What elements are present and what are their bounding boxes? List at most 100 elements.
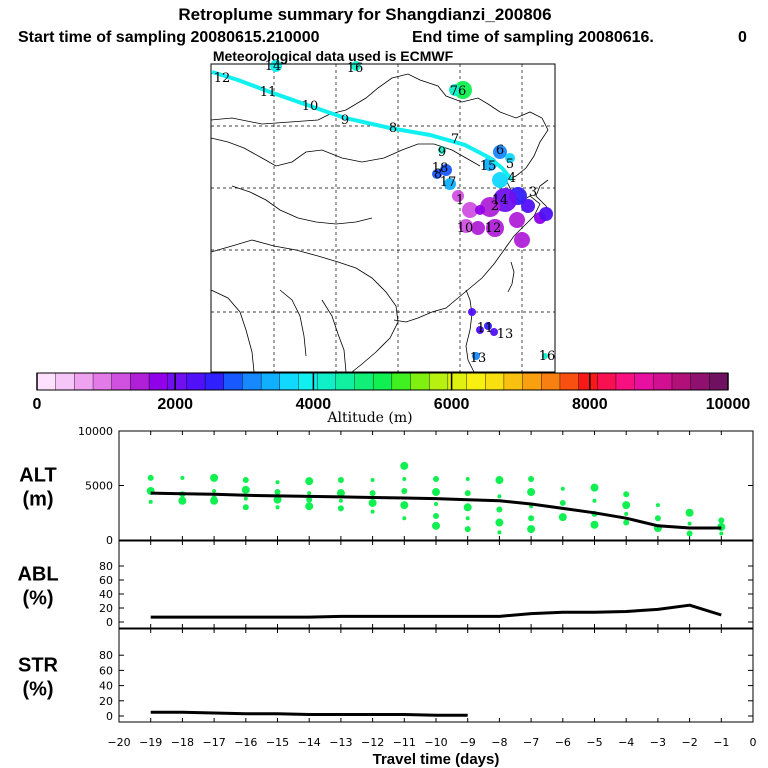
x-tick-label: −9: [460, 736, 476, 749]
y-tick-label: 60: [99, 574, 113, 587]
colorbar-segment: [559, 372, 580, 391]
colorbar-segment: [167, 372, 187, 391]
start-time-label: Start time of sampling 20080615.210000: [18, 29, 320, 46]
spread-dot: [623, 519, 630, 526]
spread-dot: [686, 530, 693, 537]
y-axis-unit: (%): [22, 588, 53, 610]
y-axis-label: ALT: [19, 465, 56, 487]
colorbar-segment: [242, 372, 262, 391]
plume-spot: [270, 60, 282, 72]
x-tick-label: −5: [586, 736, 602, 749]
x-tick-label: −11: [393, 736, 416, 749]
map-day-label: 13: [497, 327, 514, 342]
str-panel: 80 60 40 20 0 STR(%): [18, 628, 754, 723]
colorbar-segment: [335, 372, 355, 391]
y-tick-label: 60: [99, 664, 113, 677]
plume-spot: [486, 219, 504, 237]
x-tick-label: −18: [171, 736, 194, 749]
spread-dot: [243, 496, 248, 501]
spread-dot: [592, 498, 597, 503]
spread-dot: [623, 491, 630, 498]
spread-dot: [338, 498, 343, 503]
spread-dot: [559, 499, 566, 506]
plume-spot: [459, 219, 473, 233]
spread-dot: [590, 483, 599, 492]
spread-dot: [624, 511, 629, 516]
plume-spot: [449, 84, 461, 96]
coast-taiwan: [507, 261, 515, 293]
x-tick-label: −8: [491, 736, 507, 749]
map-plume-spots: [270, 60, 553, 360]
spread-dot: [434, 502, 438, 507]
spread-dot: [560, 486, 565, 491]
spread-dot: [212, 488, 217, 493]
colorbar-segment: [55, 372, 75, 391]
colorbar-segment: [410, 372, 430, 391]
x-tick-label: −13: [329, 736, 352, 749]
y-tick-label: 80: [99, 649, 113, 662]
spread-dot: [687, 521, 692, 526]
spread-dot: [400, 501, 409, 510]
map-day-label: 11: [477, 321, 494, 336]
spread-dot: [147, 474, 154, 481]
x-tick-label: −2: [681, 736, 697, 749]
border-india: [210, 289, 255, 373]
spread-dot: [401, 487, 408, 494]
map-day-label: 7: [451, 132, 459, 147]
y-axis-unit: (%): [22, 679, 53, 701]
colorbar-segment: [541, 372, 561, 391]
map-day-label: 16: [539, 349, 556, 364]
map-day-label: 8: [389, 121, 397, 136]
map-day-label: 12: [214, 71, 231, 86]
spread-dot: [178, 496, 187, 505]
colorbar-segment: [298, 372, 318, 391]
x-tick-label: −15: [266, 736, 289, 749]
spread-dot: [654, 515, 661, 522]
spread-dot: [433, 513, 439, 520]
map-day-label: 9: [438, 145, 446, 160]
colorbar-tick-label: 2000: [157, 396, 193, 413]
spread-dot: [370, 509, 375, 514]
y-tick-label: 80: [99, 560, 113, 573]
map-day-label: 9: [341, 113, 349, 128]
colorbar-segment: [111, 372, 131, 391]
spread-dot: [337, 505, 344, 512]
plume-spot: [472, 352, 480, 360]
spread-dot: [273, 495, 282, 504]
map-day-label: 15: [480, 159, 497, 174]
spread-dot: [718, 517, 725, 524]
map-day-label: 5: [506, 157, 514, 172]
colorbar-segment: [597, 372, 617, 391]
series-line: [150, 491, 722, 530]
map-day-label: 2: [491, 199, 499, 214]
spread-dot: [242, 504, 249, 511]
y-tick-label: 10000: [78, 425, 113, 438]
spread-dot: [402, 516, 407, 521]
colorbar-tick-label: 0: [33, 396, 42, 413]
spread-dot: [497, 494, 502, 499]
colorbar-segment: [391, 372, 412, 391]
map-day-label: 10: [302, 99, 319, 114]
colorbar-segment: [634, 372, 654, 391]
spread-dot: [527, 488, 536, 497]
x-tick-label: −7: [523, 736, 539, 749]
plume-spot: [492, 172, 508, 188]
spread-dot: [496, 506, 503, 513]
spread-dot: [337, 477, 344, 484]
plume-spot: [480, 197, 500, 217]
spread-dot: [148, 499, 153, 504]
x-tick-label: 0: [750, 736, 757, 749]
x-tick-label: −6: [555, 736, 571, 749]
spread-dot: [465, 476, 470, 481]
colorbar-segment: [522, 372, 542, 391]
spread-dot: [210, 473, 219, 482]
spread-dot: [402, 476, 407, 481]
colorbar-segment: [466, 372, 486, 391]
colorbar-segment: [503, 372, 524, 391]
spread-dot: [528, 475, 535, 482]
y-axis-label: STR: [18, 655, 59, 677]
spread-dot: [368, 498, 377, 507]
x-axis: −20 −19 −18 −17 −16 −15 −14 −13 −12 −11 −10 −9 −8 −7−…: [107, 736, 756, 768]
border-burma: [279, 289, 307, 357]
